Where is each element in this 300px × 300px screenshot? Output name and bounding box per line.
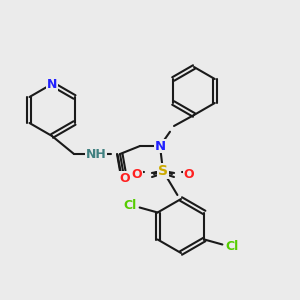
Text: O: O <box>120 172 130 184</box>
Text: Cl: Cl <box>226 240 239 253</box>
Text: O: O <box>184 167 194 181</box>
Text: NH: NH <box>85 148 106 160</box>
Text: O: O <box>132 167 142 181</box>
Text: N: N <box>154 140 166 152</box>
Text: S: S <box>158 164 168 178</box>
Text: Cl: Cl <box>123 199 136 212</box>
Text: N: N <box>47 77 57 91</box>
